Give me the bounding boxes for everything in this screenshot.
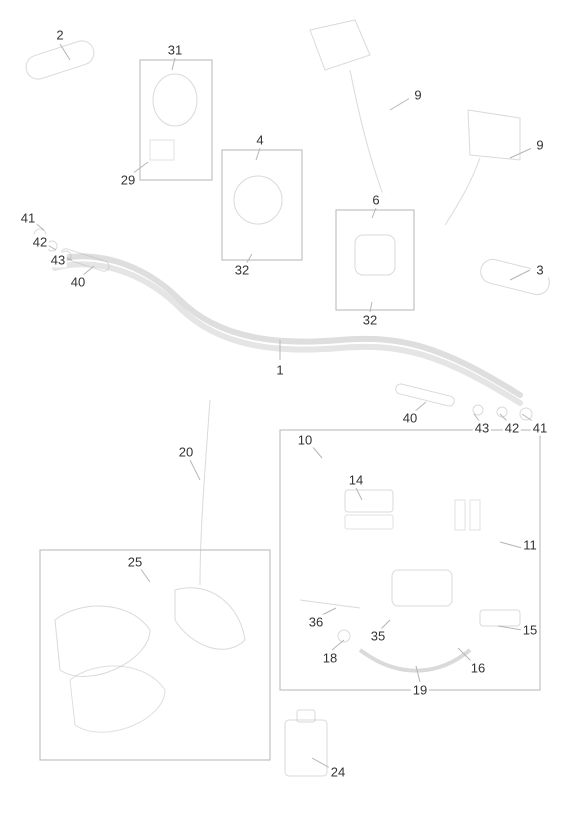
callout-brake-fluid: 24 xyxy=(329,765,347,780)
callout-number: 20 xyxy=(179,446,193,460)
callout-washer-left: 42 xyxy=(31,235,49,250)
callout-repair-kit-screws: 11 xyxy=(521,538,539,553)
callout-switch-housing-left: 4 xyxy=(251,133,269,148)
leader-line xyxy=(510,270,530,280)
callout-number: 35 xyxy=(371,630,385,644)
box-handguard xyxy=(40,550,270,760)
callout-cable: 20 xyxy=(177,445,195,460)
leader-line xyxy=(498,626,522,630)
callout-number: 31 xyxy=(168,44,182,58)
callout-handlebar: 1 xyxy=(271,363,289,378)
callout-left-switch-assy: 31 xyxy=(166,43,184,58)
box-switch-right xyxy=(336,210,414,310)
callout-brake-master-body: 16 xyxy=(469,661,487,676)
callout-piston-repair-kit: 15 xyxy=(521,623,539,638)
callout-number: 25 xyxy=(128,556,142,570)
callout-grip-left: 2 xyxy=(51,28,69,43)
callout-switch-housing-right: 6 xyxy=(367,193,385,208)
callout-number: 3 xyxy=(533,264,547,278)
callout-number: 10 xyxy=(298,434,312,448)
leader-line xyxy=(60,44,70,60)
callout-number: 18 xyxy=(323,652,337,666)
callout-washer-right: 42 xyxy=(503,421,521,436)
callout-screw-switch-b: 32 xyxy=(361,313,379,328)
callout-grip-right: 3 xyxy=(531,263,549,278)
callout-bar-end-cap-left: 41 xyxy=(19,211,37,226)
callout-number: 4 xyxy=(253,134,267,148)
box-switch-left xyxy=(140,60,212,180)
callout-number: 40 xyxy=(71,276,85,290)
callout-mirror-right: 9 xyxy=(531,138,549,153)
callout-bar-end-cap-right: 41 xyxy=(531,421,549,436)
callout-number: 29 xyxy=(121,174,135,188)
callout-pivot-pin: 35 xyxy=(369,629,387,644)
callout-banjo-bolt: 18 xyxy=(321,651,339,666)
box-switch-mid xyxy=(222,150,302,260)
callout-number: 15 xyxy=(523,624,537,638)
callout-number: 43 xyxy=(475,422,489,436)
callout-number: 43 xyxy=(51,254,65,268)
callout-bar-end-bolt-right: 40 xyxy=(401,411,419,426)
callout-number: 2 xyxy=(53,29,67,43)
callout-number: 9 xyxy=(533,139,547,153)
callout-number: 11 xyxy=(523,539,537,553)
callout-number: 41 xyxy=(533,422,547,436)
callout-expander-left: 43 xyxy=(49,253,67,268)
leader-line xyxy=(332,640,344,650)
callout-number: 42 xyxy=(33,236,47,250)
callout-number: 41 xyxy=(21,212,35,226)
leader-line xyxy=(510,148,532,158)
callout-number: 40 xyxy=(403,412,417,426)
callout-number: 14 xyxy=(349,474,363,488)
callout-number: 19 xyxy=(413,684,427,698)
leader-line xyxy=(140,568,150,582)
callout-screw-switch-a: 32 xyxy=(233,263,251,278)
callout-number: 36 xyxy=(309,616,323,630)
callout-number: 42 xyxy=(505,422,519,436)
leader-line xyxy=(312,446,322,458)
callout-brake-lever: 19 xyxy=(411,683,429,698)
callout-mirror-left: 9 xyxy=(409,88,427,103)
callout-expander-right: 43 xyxy=(473,421,491,436)
callout-number: 24 xyxy=(331,766,345,780)
callout-bar-end-bolt-left: 40 xyxy=(69,275,87,290)
callout-number: 16 xyxy=(471,662,485,676)
callout-number: 9 xyxy=(411,89,425,103)
callout-number: 1 xyxy=(273,364,287,378)
leader-line xyxy=(416,666,420,682)
leader-line xyxy=(190,460,200,480)
callout-reservoir-cover: 14 xyxy=(347,473,365,488)
leader-line xyxy=(390,98,410,110)
leader-line xyxy=(500,542,522,548)
callout-number: 6 xyxy=(369,194,383,208)
callout-connector: 29 xyxy=(119,173,137,188)
callout-number: 32 xyxy=(363,314,377,328)
callout-handguard-kit: 25 xyxy=(126,555,144,570)
diagram-canvas xyxy=(0,0,580,832)
callout-number: 32 xyxy=(235,264,249,278)
callout-brake-light-switch: 36 xyxy=(307,615,325,630)
callout-brake-master-cyl-assy: 10 xyxy=(296,433,314,448)
box-brake-assy xyxy=(280,430,540,690)
